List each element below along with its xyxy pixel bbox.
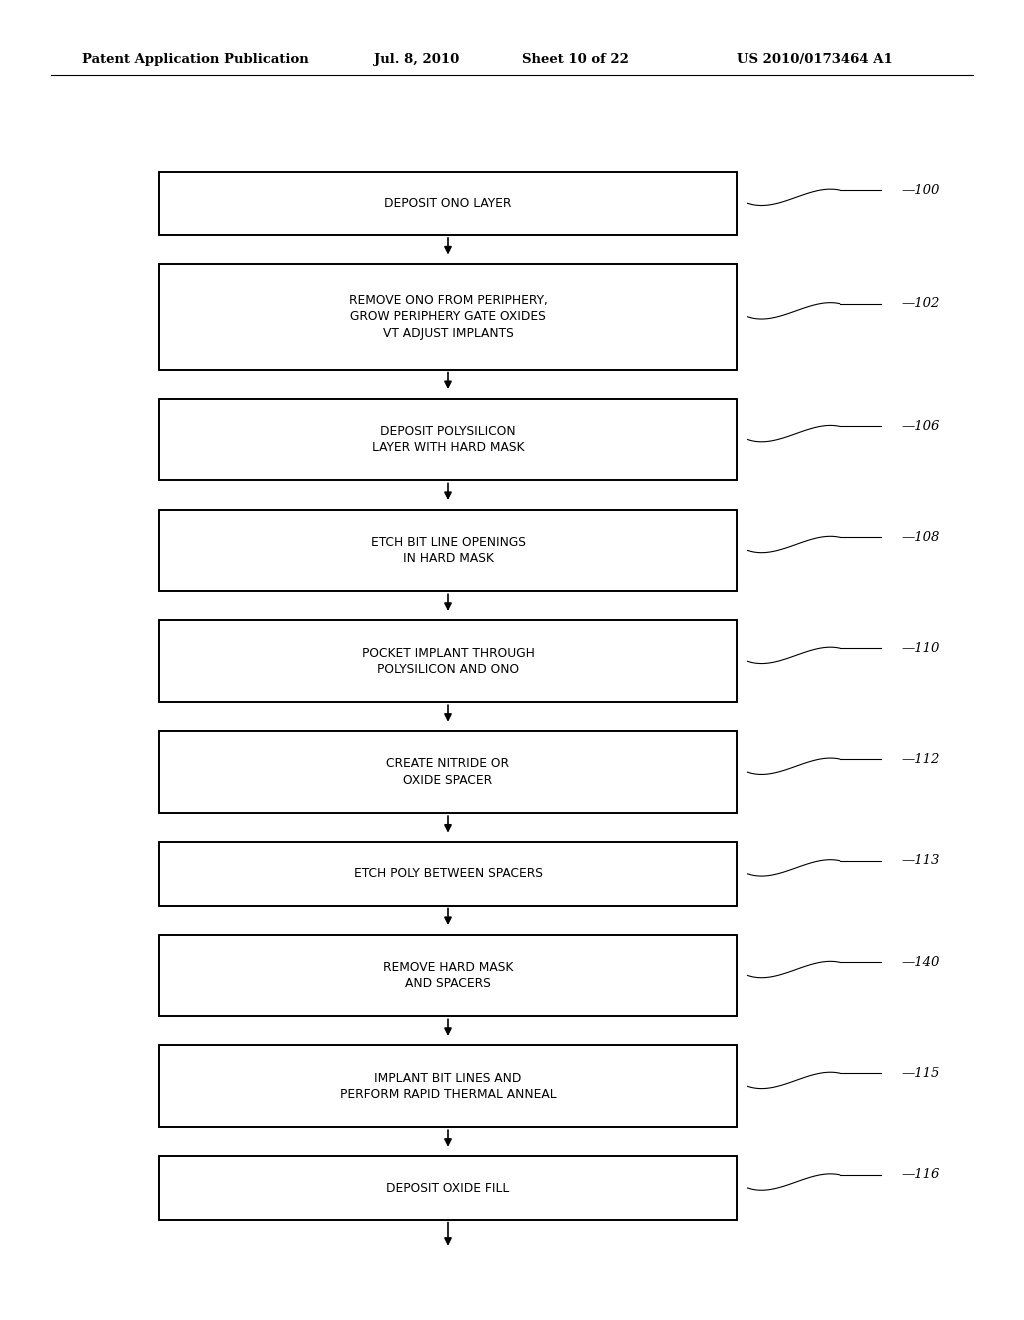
Bar bbox=[159, 1156, 737, 1220]
Text: Jul. 8, 2010: Jul. 8, 2010 bbox=[374, 53, 459, 66]
Text: —100: —100 bbox=[901, 183, 939, 197]
Text: CREATE NITRIDE OR
OXIDE SPACER: CREATE NITRIDE OR OXIDE SPACER bbox=[386, 758, 510, 787]
Text: —102: —102 bbox=[901, 297, 939, 310]
Text: —140: —140 bbox=[901, 956, 939, 969]
Text: Sheet 10 of 22: Sheet 10 of 22 bbox=[522, 53, 629, 66]
Text: DEPOSIT OXIDE FILL: DEPOSIT OXIDE FILL bbox=[386, 1181, 510, 1195]
Text: ETCH POLY BETWEEN SPACERS: ETCH POLY BETWEEN SPACERS bbox=[353, 867, 543, 880]
Bar bbox=[159, 264, 737, 370]
Text: DEPOSIT POLYSILICON
LAYER WITH HARD MASK: DEPOSIT POLYSILICON LAYER WITH HARD MASK bbox=[372, 425, 524, 454]
Text: —106: —106 bbox=[901, 420, 939, 433]
Bar bbox=[159, 842, 737, 906]
Text: —112: —112 bbox=[901, 752, 939, 766]
Bar bbox=[159, 935, 737, 1016]
Text: DEPOSIT ONO LAYER: DEPOSIT ONO LAYER bbox=[384, 197, 512, 210]
Text: Patent Application Publication: Patent Application Publication bbox=[82, 53, 308, 66]
Text: —110: —110 bbox=[901, 642, 939, 655]
Text: —113: —113 bbox=[901, 854, 939, 867]
Text: US 2010/0173464 A1: US 2010/0173464 A1 bbox=[737, 53, 893, 66]
Text: —108: —108 bbox=[901, 531, 939, 544]
Text: POCKET IMPLANT THROUGH
POLYSILICON AND ONO: POCKET IMPLANT THROUGH POLYSILICON AND O… bbox=[361, 647, 535, 676]
Bar bbox=[159, 731, 737, 813]
Text: REMOVE HARD MASK
AND SPACERS: REMOVE HARD MASK AND SPACERS bbox=[383, 961, 513, 990]
Text: —115: —115 bbox=[901, 1067, 939, 1080]
Text: ETCH BIT LINE OPENINGS
IN HARD MASK: ETCH BIT LINE OPENINGS IN HARD MASK bbox=[371, 536, 525, 565]
Bar bbox=[159, 399, 737, 480]
Bar bbox=[159, 172, 737, 235]
Bar bbox=[159, 510, 737, 591]
Text: —116: —116 bbox=[901, 1168, 939, 1181]
Bar bbox=[159, 620, 737, 702]
Text: REMOVE ONO FROM PERIPHERY,
GROW PERIPHERY GATE OXIDES
VT ADJUST IMPLANTS: REMOVE ONO FROM PERIPHERY, GROW PERIPHER… bbox=[348, 294, 548, 339]
Bar bbox=[159, 1045, 737, 1127]
Text: IMPLANT BIT LINES AND
PERFORM RAPID THERMAL ANNEAL: IMPLANT BIT LINES AND PERFORM RAPID THER… bbox=[340, 1072, 556, 1101]
